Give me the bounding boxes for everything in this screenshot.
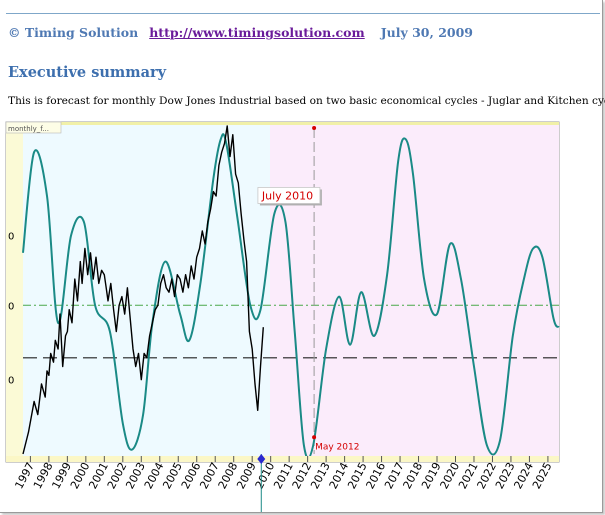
date-text: July 30, 2009 — [380, 25, 473, 40]
annotation-may-2012: May 2012 — [315, 442, 359, 452]
history-background — [23, 122, 270, 462]
y-tick-label: 0 — [8, 231, 14, 242]
annotation-point-marker — [312, 435, 317, 440]
header-line: © Timing Solution http://www.timingsoluti… — [8, 25, 473, 40]
website-link[interactable]: http://www.timingsolution.com — [149, 25, 365, 40]
chart-title-tab — [5, 121, 62, 134]
dow-jones-forecast-chart: 000 199719981999200020012002200320042005… — [5, 121, 560, 512]
x-tick-label: 2025 — [530, 460, 555, 491]
y-tick-label: 0 — [8, 376, 14, 387]
price-series-line — [22, 125, 264, 455]
top-rule — [6, 13, 600, 14]
chart-title-tab-text: monthly_f... — [8, 125, 49, 133]
copyright-text: © Timing Solution — [8, 25, 139, 40]
top-highlight-strip — [6, 122, 559, 125]
forecast-background — [270, 122, 559, 462]
intro-text: This is forecast for monthly Dow Jones I… — [8, 95, 605, 107]
x-axis-strip — [6, 456, 559, 462]
annotation-top-marker — [312, 126, 317, 130]
section-title: Executive summary — [8, 64, 167, 81]
y-tick-label: 0 — [8, 301, 14, 312]
annotation-box — [257, 187, 321, 204]
current-time-marker — [257, 454, 266, 464]
annotation-july-2010: July 2010 — [261, 189, 313, 202]
projection-series-line — [22, 133, 560, 460]
y-axis-strip — [6, 122, 23, 462]
